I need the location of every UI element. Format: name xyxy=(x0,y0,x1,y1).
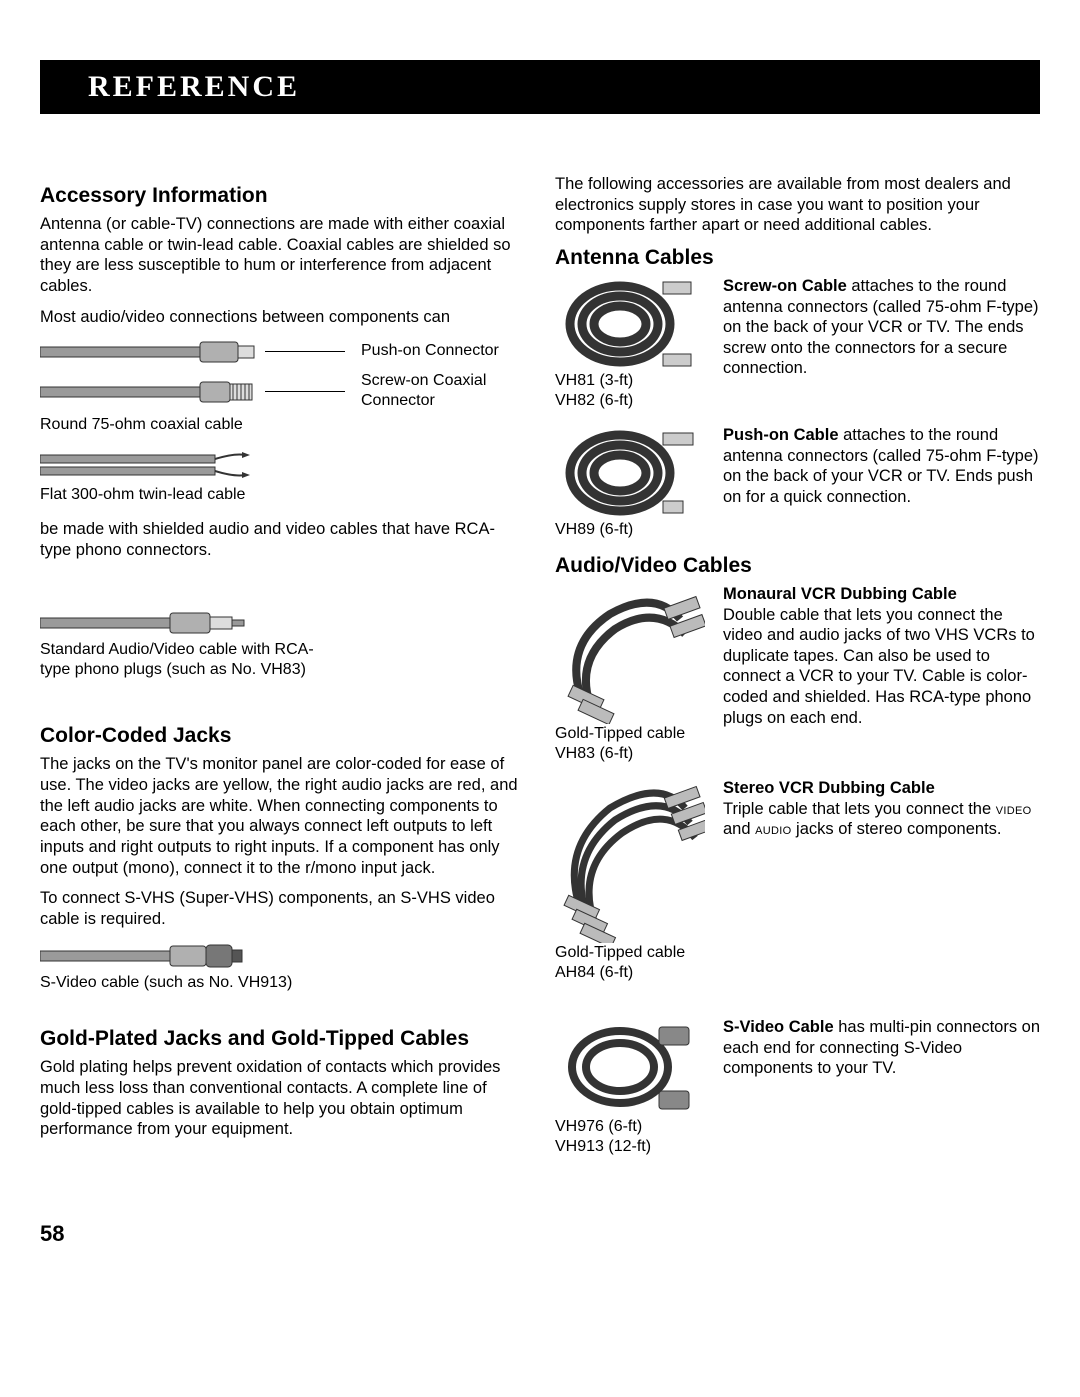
svideo-caption-1: VH976 (6-ft) xyxy=(555,1117,705,1137)
screw-on-cable-desc: Screw-on Cable attaches to the round ant… xyxy=(723,276,1040,379)
svideo-lead: S-Video Cable xyxy=(723,1018,834,1036)
stereo-dubbing-desc: Stereo VCR Dubbing Cable Triple cable th… xyxy=(723,778,1040,841)
svideo-cable-figure: S-Video cable (such as No. VH913) xyxy=(40,939,525,993)
screw-on-caption-2: VH82 (6-ft) xyxy=(555,391,705,411)
svideo-row: VH976 (6-ft) VH913 (12-ft) S-Video Cable… xyxy=(555,1017,1040,1157)
two-column-layout: Accessory Information Antenna (or cable-… xyxy=(40,174,1040,1171)
gold-plated-heading: Gold-Plated Jacks and Gold-Tipped Cables xyxy=(40,1027,525,1051)
stereo-dubbing-caption-2: AH84 (6-ft) xyxy=(555,963,705,983)
antenna-cables-heading: Antenna Cables xyxy=(555,246,1040,270)
twin-lead-icon xyxy=(40,447,255,485)
stereo-dubbing-text-mid: and xyxy=(723,820,755,838)
right-intro: The following accessories are available … xyxy=(555,174,1040,236)
triple-rca-coil-icon xyxy=(555,778,705,943)
push-on-thumb: VH89 (6-ft) xyxy=(555,425,705,540)
coax-screw-on-row: Screw-on Coaxial Connector xyxy=(40,371,525,411)
mono-dubbing-text: Double cable that lets you connect the v… xyxy=(723,606,1035,727)
screw-on-cable-lead: Screw-on Cable xyxy=(723,277,847,295)
svideo-caption-2: VH913 (12-ft) xyxy=(555,1137,705,1157)
dual-rca-coil-icon xyxy=(555,584,705,724)
svideo-thumb: VH976 (6-ft) VH913 (12-ft) xyxy=(555,1017,705,1157)
coax-screw-on-icon xyxy=(40,377,255,405)
coax-push-on-row: Push-on Connector xyxy=(40,337,525,365)
gold-plated-p1: Gold plating helps prevent oxidation of … xyxy=(40,1057,525,1140)
color-coded-p2: To connect S-VHS (Super-VHS) components,… xyxy=(40,888,525,929)
stereo-dubbing-text-pre: Triple cable that lets you connect the xyxy=(723,800,996,818)
push-on-cable-lead: Push-on Cable xyxy=(723,426,839,444)
stereo-dubbing-row: Gold-Tipped cable AH84 (6-ft) Stereo VCR… xyxy=(555,778,1040,983)
callout-line xyxy=(265,351,345,352)
screw-on-connector-label: Screw-on Coaxial Connector xyxy=(361,371,511,411)
svideo-cable-icon xyxy=(40,939,250,973)
mono-dubbing-lead: Monaural VCR Dubbing Cable xyxy=(723,585,957,603)
coiled-cable-push-icon xyxy=(555,425,705,520)
screw-on-cable-row: VH81 (3-ft) VH82 (6-ft) Screw-on Cable a… xyxy=(555,276,1040,411)
mono-dubbing-desc: Monaural VCR Dubbing Cable Double cable … xyxy=(723,584,1040,728)
accessory-info-p2: Most audio/video connections between com… xyxy=(40,307,525,328)
coiled-cable-screw-icon xyxy=(555,276,705,371)
color-coded-heading: Color-Coded Jacks xyxy=(40,724,525,748)
section-header-band: Reference xyxy=(40,60,1040,114)
av-cables-heading: Audio/Video Cables xyxy=(555,554,1040,578)
rca-cable-caption: Standard Audio/Video cable with RCA-type… xyxy=(40,640,340,680)
mono-dubbing-row: Gold-Tipped cable VH83 (6-ft) Monaural V… xyxy=(555,584,1040,764)
rca-cable-icon xyxy=(40,606,250,640)
stereo-dubbing-text-post: jacks of stereo components. xyxy=(791,820,1001,838)
twinlead-caption: Flat 300-ohm twin-lead cable xyxy=(40,485,525,505)
right-column: The following accessories are available … xyxy=(555,174,1040,1171)
coax-push-on-icon xyxy=(40,337,255,365)
mono-dubbing-caption-1: Gold-Tipped cable xyxy=(555,724,705,744)
document-page: Reference Accessory Information Antenna … xyxy=(0,0,1080,1267)
screw-on-thumb: VH81 (3-ft) VH82 (6-ft) xyxy=(555,276,705,411)
left-column: Accessory Information Antenna (or cable-… xyxy=(40,174,525,1171)
screw-on-caption-1: VH81 (3-ft) xyxy=(555,371,705,391)
push-on-connector-label: Push-on Connector xyxy=(361,341,499,361)
svideo-desc: S-Video Cable has multi-pin connectors o… xyxy=(723,1017,1040,1079)
rca-cable-figure: Standard Audio/Video cable with RCA-type… xyxy=(40,606,525,680)
mono-dubbing-caption-2: VH83 (6-ft) xyxy=(555,744,705,764)
coax-caption: Round 75-ohm coaxial cable xyxy=(40,415,525,435)
page-number: 58 xyxy=(40,1221,1040,1247)
accessory-info-p1: Antenna (or cable-TV) connections are ma… xyxy=(40,214,525,297)
push-on-cable-desc: Push-on Cable attaches to the round ante… xyxy=(723,425,1040,508)
mono-dubbing-thumb: Gold-Tipped cable VH83 (6-ft) xyxy=(555,584,705,764)
stereo-dubbing-caption-1: Gold-Tipped cable xyxy=(555,943,705,963)
stereo-dubbing-video-word: video xyxy=(996,801,1032,818)
push-on-caption: VH89 (6-ft) xyxy=(555,520,705,540)
callout-line xyxy=(265,391,345,392)
accessory-info-heading: Accessory Information xyxy=(40,184,525,208)
stereo-dubbing-lead: Stereo VCR Dubbing Cable xyxy=(723,779,935,797)
section-title: Reference xyxy=(88,70,300,104)
accessory-info-p3: be made with shielded audio and video ca… xyxy=(40,519,525,560)
stereo-dubbing-thumb: Gold-Tipped cable AH84 (6-ft) xyxy=(555,778,705,983)
push-on-cable-row: VH89 (6-ft) Push-on Cable attaches to th… xyxy=(555,425,1040,540)
stereo-dubbing-audio-word: audio xyxy=(755,821,791,838)
svideo-cable-caption: S-Video cable (such as No. VH913) xyxy=(40,973,525,993)
color-coded-p1: The jacks on the TV's monitor panel are … xyxy=(40,754,525,878)
svideo-coil-icon xyxy=(555,1017,705,1117)
coax-twinlead-figure: Push-on Connector Screw-on Coaxial xyxy=(40,337,525,505)
